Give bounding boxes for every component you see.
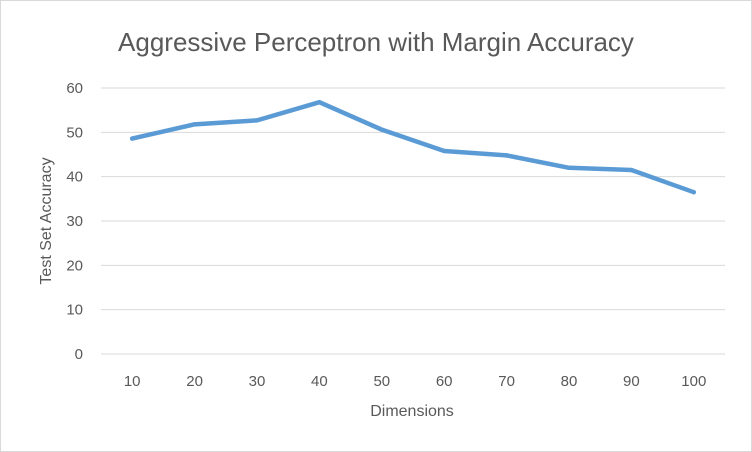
data-point (192, 122, 197, 127)
data-point (254, 118, 260, 123)
y-tick-label: 10 (66, 302, 83, 319)
series-line (129, 99, 697, 195)
y-tick-label: 40 (66, 169, 83, 186)
x-tick-label: 60 (436, 373, 453, 390)
data-point (504, 153, 509, 158)
series-group (129, 99, 697, 195)
x-tick-label: 40 (311, 373, 328, 390)
y-axis-title: Test Set Accuracy (38, 157, 55, 284)
y-tick-label: 0 (75, 346, 83, 363)
data-point (691, 189, 696, 195)
x-tick-label: 70 (498, 373, 515, 390)
x-axis-title: Dimensions (370, 403, 454, 420)
x-tick-label: 50 (373, 373, 390, 390)
data-point (379, 127, 384, 132)
data-point (629, 167, 634, 173)
data-point (442, 148, 447, 154)
y-axis-ticks: 0 10 20 30 40 50 60 (66, 80, 83, 363)
data-point (317, 99, 322, 105)
gridlines (101, 87, 725, 355)
y-tick-label: 20 (66, 257, 83, 274)
x-tick-label: 20 (186, 373, 203, 390)
y-tick-label: 50 (66, 124, 83, 141)
x-tick-label: 90 (623, 373, 640, 390)
x-tick-label: 30 (249, 373, 266, 390)
x-tick-label: 10 (124, 373, 141, 390)
x-tick-label: 80 (561, 373, 578, 390)
data-point (130, 136, 135, 141)
x-tick-label: 100 (681, 373, 706, 390)
x-axis-ticks: 10 20 30 40 50 60 70 80 90 100 (124, 373, 706, 390)
y-tick-label: 30 (66, 213, 83, 230)
y-tick-label: 60 (66, 80, 83, 97)
chart-title: Aggressive Perceptron with Margin Accura… (118, 27, 634, 57)
data-point (566, 165, 572, 170)
